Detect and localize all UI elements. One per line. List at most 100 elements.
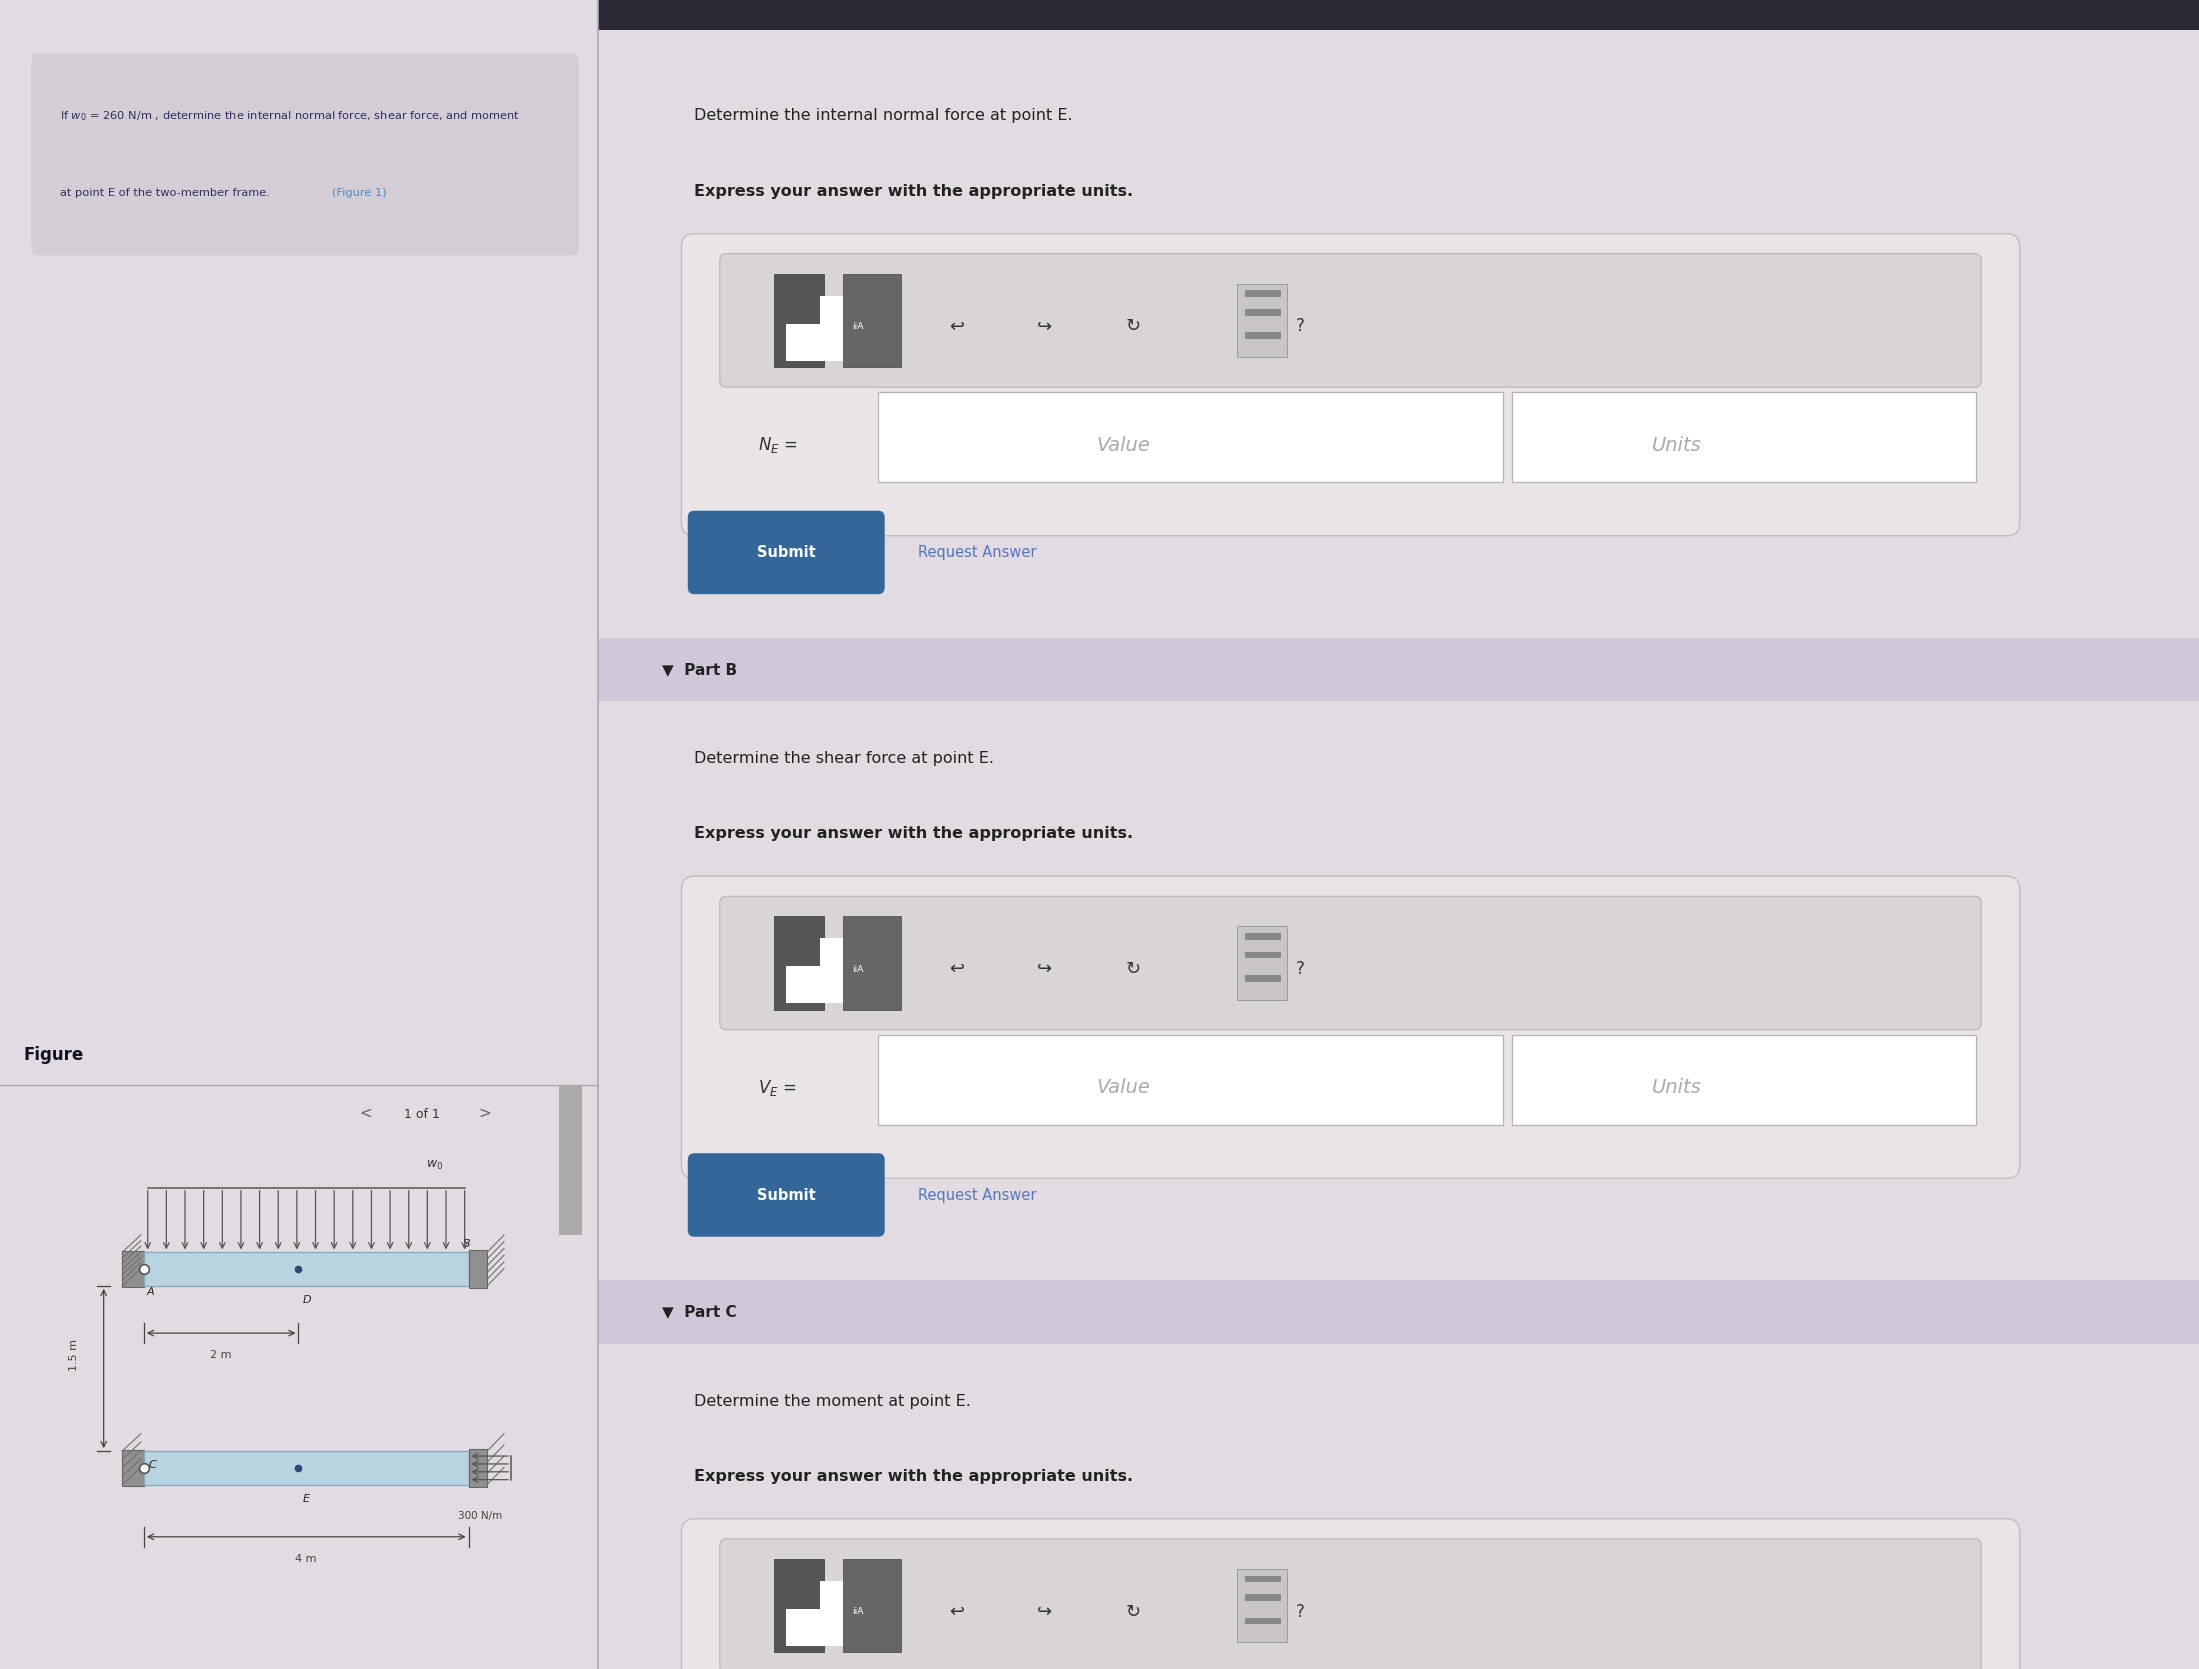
Bar (774, 274, 825, 367)
Text: ↩: ↩ (950, 960, 963, 978)
Text: 1 of 1: 1 of 1 (405, 1108, 440, 1122)
Text: (Figure 1): (Figure 1) (332, 189, 387, 199)
Text: at point E of the two-member frame.: at point E of the two-member frame. (59, 189, 270, 199)
Bar (1513, 392, 1977, 482)
Text: iiA: iiA (851, 1607, 862, 1616)
Text: ▼  Part C: ▼ Part C (662, 1305, 737, 1319)
Bar (1245, 1576, 1282, 1582)
Text: 4 m: 4 m (295, 1554, 317, 1564)
Bar (842, 916, 902, 1010)
Text: iiA: iiA (851, 965, 862, 973)
Bar (1238, 1569, 1286, 1642)
Bar (1238, 926, 1286, 1000)
Text: ↪: ↪ (1038, 1602, 1051, 1621)
FancyBboxPatch shape (682, 876, 2019, 1178)
Bar (785, 1609, 827, 1646)
Bar (842, 1559, 902, 1652)
Bar (1245, 951, 1282, 958)
Text: ?: ? (1295, 1602, 1304, 1621)
Text: C: C (150, 1460, 156, 1470)
Text: ↪: ↪ (1038, 960, 1051, 978)
Bar (820, 938, 860, 1003)
Text: Units: Units (1651, 436, 1702, 454)
Text: Express your answer with the appropriate units.: Express your answer with the appropriate… (695, 1469, 1132, 1484)
Bar (774, 916, 825, 1010)
Bar (842, 274, 902, 367)
Text: Express your answer with the appropriate units.: Express your answer with the appropriate… (695, 826, 1132, 841)
Text: ?: ? (1295, 317, 1304, 335)
Bar (785, 966, 827, 1003)
Bar (820, 295, 860, 361)
Bar (820, 1581, 860, 1646)
Bar (774, 1559, 825, 1652)
Text: Determine the internal normal force at point E.: Determine the internal normal force at p… (695, 108, 1073, 124)
Text: Request Answer: Request Answer (919, 1188, 1036, 1202)
Text: E: E (301, 1494, 310, 1504)
Bar (123, 1450, 143, 1485)
Text: ↪: ↪ (1038, 317, 1051, 335)
Text: ↻: ↻ (1126, 960, 1141, 978)
Text: ▼  Part B: ▼ Part B (662, 663, 737, 676)
Bar (1245, 309, 1282, 315)
FancyBboxPatch shape (719, 254, 1981, 387)
Text: D: D (301, 1295, 310, 1305)
Bar (1245, 1617, 1282, 1624)
Bar (598, 0, 2199, 30)
Text: $V_E$ =: $V_E$ = (759, 1078, 796, 1098)
Bar (855, 953, 895, 1003)
Text: Figure: Figure (24, 1046, 84, 1063)
Bar (468, 1250, 486, 1288)
Bar (877, 1035, 1502, 1125)
Text: 1.5 m: 1.5 m (70, 1339, 79, 1370)
Text: ↻: ↻ (1126, 317, 1141, 335)
FancyBboxPatch shape (719, 1539, 1981, 1669)
FancyBboxPatch shape (682, 234, 2019, 536)
Text: Submit: Submit (756, 546, 816, 559)
Text: ↻: ↻ (1126, 1602, 1141, 1621)
Bar (598, 638, 2199, 701)
Bar (1513, 1035, 1977, 1125)
Text: A: A (147, 1287, 154, 1297)
Text: $N_E$ =: $N_E$ = (759, 436, 798, 456)
FancyBboxPatch shape (682, 1519, 2019, 1669)
FancyBboxPatch shape (688, 1153, 884, 1237)
Bar (143, 1252, 468, 1285)
Text: 300 N/m: 300 N/m (457, 1512, 501, 1522)
Text: Value: Value (1097, 436, 1150, 454)
Text: >: > (479, 1107, 490, 1122)
Bar (1245, 933, 1282, 940)
Text: 2 m: 2 m (211, 1350, 231, 1360)
Bar (1245, 1594, 1282, 1601)
Text: ↩: ↩ (950, 1602, 963, 1621)
Text: Units: Units (1651, 1078, 1702, 1097)
Text: If $w_0$ = 260 N/m , determine the internal normal force, shear force, and momen: If $w_0$ = 260 N/m , determine the inter… (59, 108, 519, 124)
Bar (143, 1450, 468, 1485)
Text: Determine the shear force at point E.: Determine the shear force at point E. (695, 751, 994, 766)
Text: Determine the moment at point E.: Determine the moment at point E. (695, 1394, 972, 1409)
Text: Value: Value (1097, 1078, 1150, 1097)
Text: B: B (464, 1240, 471, 1250)
Bar (468, 1449, 486, 1487)
Bar (598, 1280, 2199, 1344)
Bar (855, 1596, 895, 1646)
Bar (559, 1085, 583, 1235)
Bar (785, 324, 827, 361)
Bar (1245, 290, 1282, 297)
FancyBboxPatch shape (719, 896, 1981, 1030)
Text: <: < (358, 1107, 372, 1122)
Text: iiA: iiA (851, 322, 862, 330)
Bar (1245, 332, 1282, 339)
Text: ?: ? (1295, 960, 1304, 978)
Text: Request Answer: Request Answer (919, 546, 1036, 559)
Text: Submit: Submit (756, 1188, 816, 1202)
Bar (1238, 284, 1286, 357)
Text: ↩: ↩ (950, 317, 963, 335)
Text: $w_0$: $w_0$ (427, 1158, 444, 1172)
Bar (855, 310, 895, 361)
FancyBboxPatch shape (688, 511, 884, 594)
Bar (877, 392, 1502, 482)
Text: Express your answer with the appropriate units.: Express your answer with the appropriate… (695, 184, 1132, 199)
Bar (123, 1252, 143, 1287)
Bar (1245, 975, 1282, 981)
FancyBboxPatch shape (31, 53, 578, 255)
